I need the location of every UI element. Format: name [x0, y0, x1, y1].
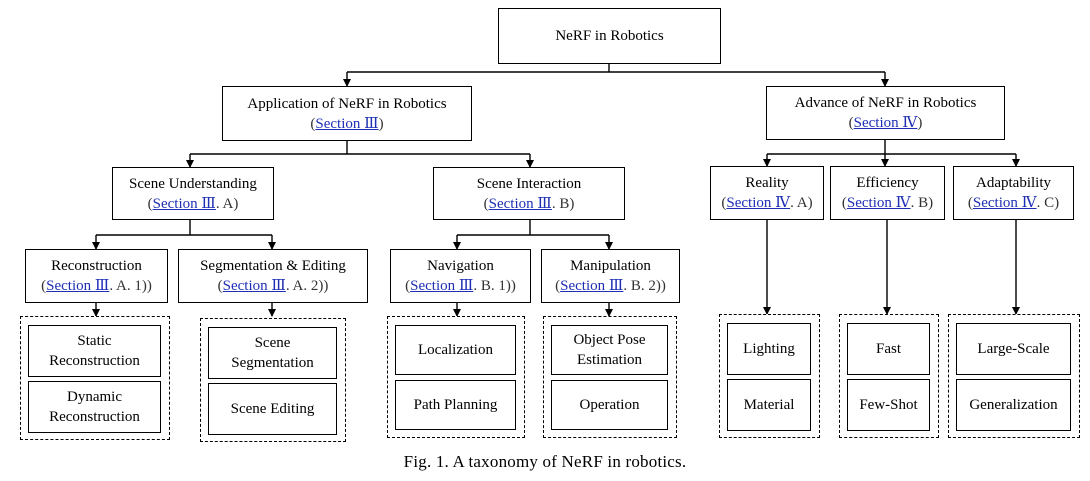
- edge-understanding-branch: [96, 220, 272, 236]
- leaf-static-reconstruction: Static Reconstruction: [28, 325, 161, 377]
- figure-caption: Fig. 1. A taxonomy of NeRF in robotics.: [403, 452, 687, 471]
- scene-understanding-node: Scene Understanding (Section Ⅲ. A): [112, 167, 274, 220]
- edge-application-branch: [190, 141, 530, 155]
- scene-interaction-section: (Section Ⅲ. B): [483, 195, 575, 212]
- efficiency-node: Efficiency (Section Ⅳ. B): [830, 166, 945, 220]
- leaf-operation: Operation: [551, 380, 668, 430]
- leaf-scene-segmentation: Scene Segmentation: [208, 327, 337, 379]
- reality-label: Reality: [745, 175, 789, 191]
- efficiency-section-link[interactable]: Section Ⅳ: [846, 195, 911, 211]
- reconstruction-section-link[interactable]: Section Ⅲ: [46, 278, 110, 294]
- leaf-few-shot: Few-Shot: [847, 379, 930, 431]
- reality-node: Reality (Section Ⅳ. A): [710, 166, 824, 220]
- leaf-fast: Fast: [847, 323, 930, 375]
- advance-section-link[interactable]: Section Ⅳ: [853, 115, 918, 131]
- reality-leaf-group: Lighting Material: [719, 314, 820, 438]
- leaf-scene-editing: Scene Editing: [208, 383, 337, 435]
- scene-understanding-section: (Section Ⅲ. A): [147, 195, 239, 212]
- reconstruction-node: Reconstruction (Section Ⅲ. A. 1)): [25, 249, 168, 303]
- application-node: Application of NeRF in Robotics (Section…: [222, 86, 472, 141]
- efficiency-section: (Section Ⅳ. B): [841, 195, 934, 211]
- efficiency-leaf-group: Fast Few-Shot: [839, 314, 939, 438]
- advance-node: Advance of NeRF in Robotics (Section Ⅳ): [766, 86, 1005, 140]
- scene-interaction-node: Scene Interaction (Section Ⅲ. B): [433, 167, 625, 220]
- reconstruction-label: Reconstruction: [51, 258, 142, 274]
- edge-advance-branch: [767, 140, 1016, 155]
- navigation-section: (Section Ⅲ. B. 1)): [405, 278, 516, 294]
- leaf-material: Material: [727, 379, 811, 431]
- leaf-large-scale: Large-Scale: [956, 323, 1071, 375]
- edge-interaction-branch: [457, 220, 609, 236]
- scene-understanding-label: Scene Understanding: [129, 175, 257, 192]
- segmentation-section: (Section Ⅲ. A. 2)): [217, 278, 329, 294]
- advance-label: Advance of NeRF in Robotics: [794, 95, 977, 111]
- application-section: (Section Ⅲ): [310, 115, 384, 132]
- navigation-leaf-group: Localization Path Planning: [387, 316, 525, 438]
- root-label: NeRF in Robotics: [555, 28, 664, 44]
- scene-understanding-section-link[interactable]: Section Ⅲ: [152, 195, 216, 212]
- adaptability-leaf-group: Large-Scale Generalization: [948, 314, 1080, 438]
- navigation-section-link[interactable]: Section Ⅲ: [410, 278, 474, 294]
- adaptability-label: Adaptability: [976, 175, 1051, 191]
- segmentation-label: Segmentation & Editing: [200, 258, 346, 274]
- manipulation-node: Manipulation (Section Ⅲ. B. 2)): [541, 249, 680, 303]
- segmentation-leaf-group: Scene Segmentation Scene Editing: [200, 318, 346, 442]
- adaptability-node: Adaptability (Section Ⅳ. C): [953, 166, 1074, 220]
- reality-section: (Section Ⅳ. A): [721, 195, 813, 211]
- adaptability-section: (Section Ⅳ. C): [967, 195, 1060, 211]
- leaf-lighting: Lighting: [727, 323, 811, 375]
- adaptability-section-link[interactable]: Section Ⅳ: [972, 195, 1037, 211]
- manipulation-label: Manipulation: [570, 258, 651, 274]
- leaf-dynamic-reconstruction: Dynamic Reconstruction: [28, 381, 161, 433]
- application-section-link[interactable]: Section Ⅲ: [315, 115, 379, 132]
- leaf-localization: Localization: [395, 325, 516, 375]
- root-node: NeRF in Robotics: [498, 8, 721, 64]
- manipulation-section: (Section Ⅲ. B. 2)): [555, 278, 666, 294]
- manipulation-leaf-group: Object Pose Estimation Operation: [543, 316, 677, 438]
- efficiency-label: Efficiency: [856, 175, 919, 191]
- leaf-object-pose-estimation: Object Pose Estimation: [551, 325, 668, 375]
- navigation-label: Navigation: [427, 258, 494, 274]
- segmentation-node: Segmentation & Editing (Section Ⅲ. A. 2)…: [178, 249, 368, 303]
- scene-interaction-label: Scene Interaction: [476, 175, 582, 192]
- manipulation-section-link[interactable]: Section Ⅲ: [560, 278, 624, 294]
- leaf-generalization: Generalization: [956, 379, 1071, 431]
- scene-interaction-section-link[interactable]: Section Ⅲ: [488, 195, 552, 212]
- advance-section: (Section Ⅳ): [848, 115, 923, 131]
- reality-section-link[interactable]: Section Ⅳ: [726, 195, 791, 211]
- application-label: Application of NeRF in Robotics: [247, 95, 447, 112]
- reconstruction-section: (Section Ⅲ. A. 1)): [41, 278, 152, 294]
- edge-root-branch: [347, 64, 885, 73]
- segmentation-section-link[interactable]: Section Ⅲ: [222, 278, 286, 294]
- navigation-node: Navigation (Section Ⅲ. B. 1)): [390, 249, 531, 303]
- reconstruction-leaf-group: Static Reconstruction Dynamic Reconstruc…: [20, 316, 170, 440]
- leaf-path-planning: Path Planning: [395, 380, 516, 430]
